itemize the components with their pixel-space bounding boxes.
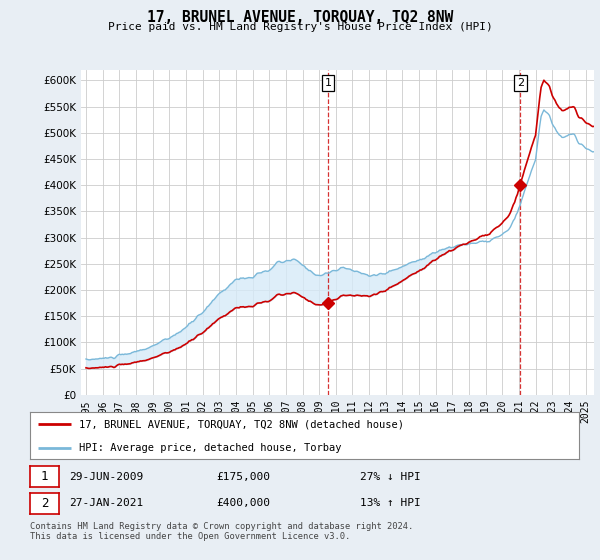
- Text: 13% ↑ HPI: 13% ↑ HPI: [360, 498, 421, 508]
- Text: 1: 1: [41, 470, 48, 483]
- Text: 17, BRUNEL AVENUE, TORQUAY, TQ2 8NW (detached house): 17, BRUNEL AVENUE, TORQUAY, TQ2 8NW (det…: [79, 419, 404, 430]
- Text: Price paid vs. HM Land Registry's House Price Index (HPI): Price paid vs. HM Land Registry's House …: [107, 22, 493, 32]
- Text: 17, BRUNEL AVENUE, TORQUAY, TQ2 8NW: 17, BRUNEL AVENUE, TORQUAY, TQ2 8NW: [147, 10, 453, 25]
- Text: 2: 2: [41, 497, 48, 510]
- Text: 27-JAN-2021: 27-JAN-2021: [69, 498, 143, 508]
- Text: 2: 2: [517, 78, 524, 88]
- Text: HPI: Average price, detached house, Torbay: HPI: Average price, detached house, Torb…: [79, 444, 342, 453]
- Text: £400,000: £400,000: [216, 498, 270, 508]
- Text: £175,000: £175,000: [216, 472, 270, 482]
- Text: Contains HM Land Registry data © Crown copyright and database right 2024.
This d: Contains HM Land Registry data © Crown c…: [30, 522, 413, 542]
- Text: 27% ↓ HPI: 27% ↓ HPI: [360, 472, 421, 482]
- Text: 1: 1: [325, 78, 332, 88]
- Text: 29-JUN-2009: 29-JUN-2009: [69, 472, 143, 482]
